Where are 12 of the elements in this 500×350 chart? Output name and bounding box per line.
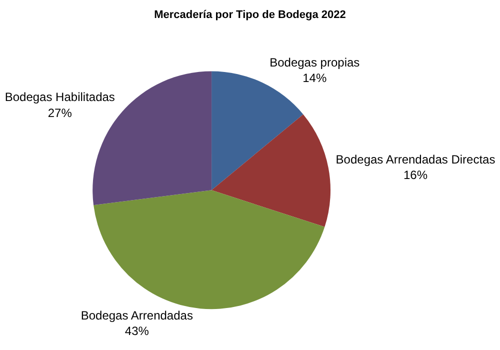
data-label: 43% <box>124 324 150 338</box>
pie-slice <box>212 114 330 227</box>
data-label: 14% <box>302 71 327 86</box>
slice-label: Bodegas Arrendadas <box>80 308 193 322</box>
data-label: 27% <box>48 106 72 120</box>
pie-slice <box>94 190 325 310</box>
slice-label: Bodegas Habilitadas <box>4 90 115 104</box>
slice-label: Bodegas propias <box>270 56 360 70</box>
slice-label: Bodegas Arrendadas Directas <box>336 152 496 167</box>
pie-slice <box>212 71 304 190</box>
data-label: 16% <box>403 168 428 182</box>
chart-title: Mercadería por Tipo de Bodega 2022 <box>154 9 346 22</box>
